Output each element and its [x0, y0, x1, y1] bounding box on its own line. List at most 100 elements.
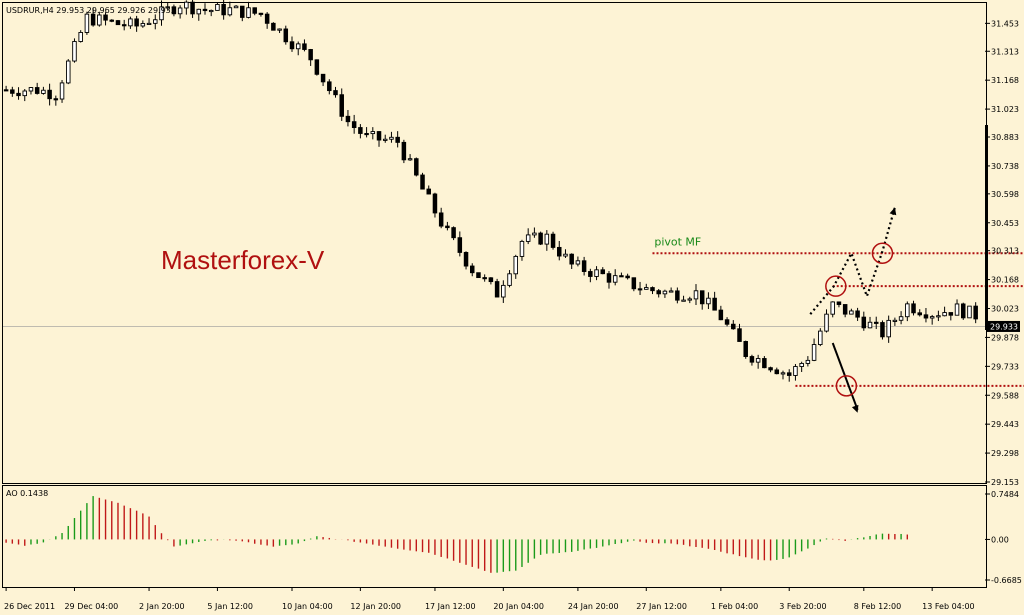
price-candle	[482, 274, 487, 282]
price-candle	[892, 317, 898, 326]
price-candle	[675, 287, 680, 304]
price-candle	[196, 8, 202, 21]
price-candle	[469, 263, 475, 277]
price-candle	[22, 89, 28, 102]
price-candle	[886, 315, 891, 343]
price-candle	[606, 271, 612, 289]
price-candle	[898, 311, 904, 325]
symbol-header: USDRUR,H4 29.953 29.965 29.926 29.933	[6, 6, 176, 15]
price-candle	[84, 11, 90, 35]
price-candle	[532, 227, 537, 238]
y-tick-label: 30.883	[991, 133, 1019, 142]
x-tick-label: 27 Jan 12:00	[636, 602, 687, 611]
price-candle	[600, 267, 606, 275]
price-candle	[66, 59, 71, 85]
price-candle	[973, 302, 978, 324]
price-candle	[72, 38, 77, 63]
price-candle	[687, 296, 693, 304]
price-candle	[563, 249, 568, 258]
y-tick-label: 31.453	[991, 19, 1019, 28]
price-candle	[320, 73, 326, 87]
price-candle	[128, 16, 133, 29]
price-candle	[905, 301, 910, 322]
y-tick-label: 31.168	[991, 76, 1019, 85]
price-candle	[948, 312, 954, 321]
x-tick-label: 29 Dec 04:00	[64, 602, 118, 611]
price-candle	[177, 5, 183, 19]
price-candle	[345, 109, 351, 127]
price-candle	[165, 2, 170, 11]
arrowhead-up-icon	[889, 207, 897, 216]
price-candle	[743, 340, 748, 359]
price-candle	[581, 256, 587, 276]
ao-histogram	[5, 496, 909, 573]
price-candle	[519, 239, 525, 261]
price-candle	[842, 304, 848, 318]
price-candle	[370, 127, 376, 140]
price-candle	[755, 354, 761, 369]
price-candle	[463, 251, 469, 270]
price-candle	[557, 240, 562, 261]
price-pane-border	[2, 2, 987, 484]
price-candle	[401, 139, 407, 164]
price-candle	[774, 367, 780, 375]
price-candle	[631, 277, 637, 292]
x-tick-label: 5 Jan 12:00	[207, 602, 253, 611]
y-tick-label: 30.453	[991, 219, 1019, 228]
price-candle	[967, 305, 972, 319]
price-candle	[364, 127, 369, 138]
price-candle	[619, 272, 624, 278]
price-candle	[302, 39, 307, 52]
price-candle	[712, 291, 717, 311]
price-candle	[10, 86, 15, 97]
price-candle	[308, 48, 313, 66]
price-candle	[569, 253, 574, 269]
price-candle	[494, 278, 500, 298]
price-candle	[103, 12, 108, 26]
price-candle	[283, 25, 289, 45]
brand-watermark: Masterforex-V	[161, 245, 325, 275]
price-candle	[575, 256, 581, 267]
price-badge	[987, 320, 1020, 332]
price-candle	[3, 85, 9, 92]
price-candle	[451, 226, 456, 241]
y-tick-label: 30.598	[991, 190, 1019, 199]
price-candle	[28, 87, 34, 95]
price-candle	[264, 12, 270, 29]
price-candle	[271, 22, 276, 31]
price-candle	[650, 286, 655, 295]
price-candle	[34, 82, 40, 95]
price-candle	[333, 86, 338, 98]
price-candle	[699, 290, 705, 310]
price-candle	[59, 79, 65, 103]
price-candle	[258, 12, 264, 17]
price-candle	[351, 114, 357, 134]
price-candle	[395, 131, 400, 148]
price-candle	[818, 328, 823, 347]
price-candle	[53, 95, 59, 106]
price-candle	[358, 124, 363, 139]
x-tick-label: 20 Jan 04:00	[493, 602, 544, 611]
arrowhead-down-icon	[851, 404, 859, 413]
price-candle	[221, 0, 226, 20]
price-candle	[936, 310, 941, 322]
price-candle	[445, 221, 450, 231]
price-candle	[954, 299, 960, 316]
price-candle	[929, 314, 935, 325]
price-candle	[942, 306, 947, 317]
price-candle	[202, 3, 208, 15]
price-candle	[159, 0, 164, 26]
price-candle	[171, 4, 177, 17]
price-candle	[215, 2, 220, 11]
price-candle	[97, 11, 102, 27]
price-candle	[314, 59, 320, 76]
price-candle	[208, 9, 214, 17]
price-candle	[115, 19, 121, 26]
price-candle	[923, 307, 929, 323]
price-candle	[184, 0, 189, 15]
price-candle	[277, 28, 282, 34]
y-tick-label: 29.153	[991, 478, 1019, 487]
x-tick-label: 13 Feb 04:00	[922, 602, 974, 611]
